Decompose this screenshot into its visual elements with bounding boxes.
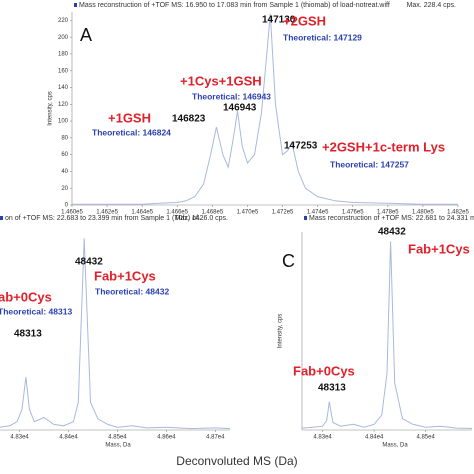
spectrum-line xyxy=(72,13,458,205)
x-tick-label: 1.462e5 xyxy=(96,210,118,216)
y-tick-label: 160 xyxy=(58,68,69,74)
title-icon xyxy=(74,3,77,7)
panel-letter: A xyxy=(80,25,92,45)
annotation: ab+0Cys xyxy=(0,289,52,304)
x-tick-label: 1.480e5 xyxy=(412,210,434,216)
max-label: Max. 1426.0 cps. xyxy=(175,215,228,222)
y-tick-label: 60 xyxy=(61,152,68,158)
annotation: Fab+1Cys xyxy=(408,241,470,256)
x-tick-label: 1.478e5 xyxy=(377,210,399,216)
panel-letter: C xyxy=(282,251,295,271)
chart-title: Mass reconstruction of +TOF MS: 16.950 t… xyxy=(79,2,390,9)
x-axis-label: Mass, Da xyxy=(382,443,408,449)
annotation: +1Cys+1GSH xyxy=(180,73,262,88)
y-tick-label: 80 xyxy=(61,135,68,141)
x-tick-label: 4.86e4 xyxy=(157,435,176,441)
x-tick-label: 1.482e5 xyxy=(447,210,469,216)
x-tick-label: 1.464e5 xyxy=(131,210,153,216)
title-icon xyxy=(304,216,307,220)
chart-title: on of +TOF MS: 22.683 to 23.399 min from… xyxy=(5,215,204,222)
figure-x-label: Deconvoluted MS (Da) xyxy=(176,454,297,468)
y-tick-label: 180 xyxy=(58,52,69,58)
annotation: 147253 xyxy=(284,141,318,152)
annotation: 147130 xyxy=(262,15,296,26)
y-tick-label: 140 xyxy=(58,85,69,91)
annotation: +1GSH xyxy=(108,110,151,125)
annotation: 48313 xyxy=(318,383,346,394)
annotation: +2GSH+1c-term Lys xyxy=(322,139,445,154)
annotation: 48432 xyxy=(75,257,103,268)
x-tick-label: 1.466e5 xyxy=(166,210,188,216)
x-tick-label: 1.460e5 xyxy=(61,210,83,216)
chart-title: Mass reconstruction of +TOF MS: 22.681 t… xyxy=(309,215,474,222)
y-axis-label: Intensity, cps xyxy=(278,314,284,349)
annotation: Theoretical: 146824 xyxy=(92,127,171,137)
y-tick-label: 200 xyxy=(58,35,69,41)
x-axis-label: Mass, Da xyxy=(105,443,131,449)
x-tick-label: 1.476e5 xyxy=(342,210,364,216)
annotation: +2GSH xyxy=(283,13,326,28)
y-tick-label: 220 xyxy=(58,18,69,24)
x-tick-label: 4.84e4 xyxy=(365,435,384,441)
x-tick-label: 1.474e5 xyxy=(307,210,329,216)
max-label: Max. 228.4 cps. xyxy=(407,2,456,9)
annotation: 48432 xyxy=(378,227,406,238)
annotation: Theoretical: 146943 xyxy=(192,91,271,101)
annotation: 48313 xyxy=(14,329,42,340)
x-tick-label: 4.84e4 xyxy=(59,435,78,441)
x-tick-label: 4.85e4 xyxy=(108,435,127,441)
x-tick-label: 4.85e4 xyxy=(416,435,435,441)
y-axis-label: Intensity, cps xyxy=(48,91,54,126)
x-tick-label: 1.472e5 xyxy=(272,210,294,216)
annotation: 146943 xyxy=(223,103,257,114)
y-tick-label: 20 xyxy=(61,186,68,192)
annotation: Fab+1Cys xyxy=(94,268,156,283)
annotation: Theoretical: 147129 xyxy=(283,32,362,42)
annotation: Theoretical: 48432 xyxy=(95,286,169,296)
spectrum-line xyxy=(301,241,473,429)
x-tick-label: 4.83e4 xyxy=(10,435,29,441)
y-tick-label: 100 xyxy=(58,119,69,125)
y-tick-label: 120 xyxy=(58,102,69,108)
x-tick-label: 4.87e4 xyxy=(206,435,225,441)
title-icon xyxy=(0,216,3,220)
annotation: Fab+0Cys xyxy=(293,363,355,378)
annotation: Theoretical: 48313 xyxy=(0,306,72,316)
x-tick-label: 1.468e5 xyxy=(202,210,224,216)
spectrum-line xyxy=(0,238,231,430)
x-tick-label: 4.83e4 xyxy=(313,435,332,441)
annotation: 146823 xyxy=(172,114,206,125)
annotation: Theoretical: 147257 xyxy=(330,159,409,169)
y-tick-label: 0 xyxy=(65,203,69,209)
x-tick-label: 1.470e5 xyxy=(237,210,259,216)
y-tick-label: 40 xyxy=(61,169,68,175)
